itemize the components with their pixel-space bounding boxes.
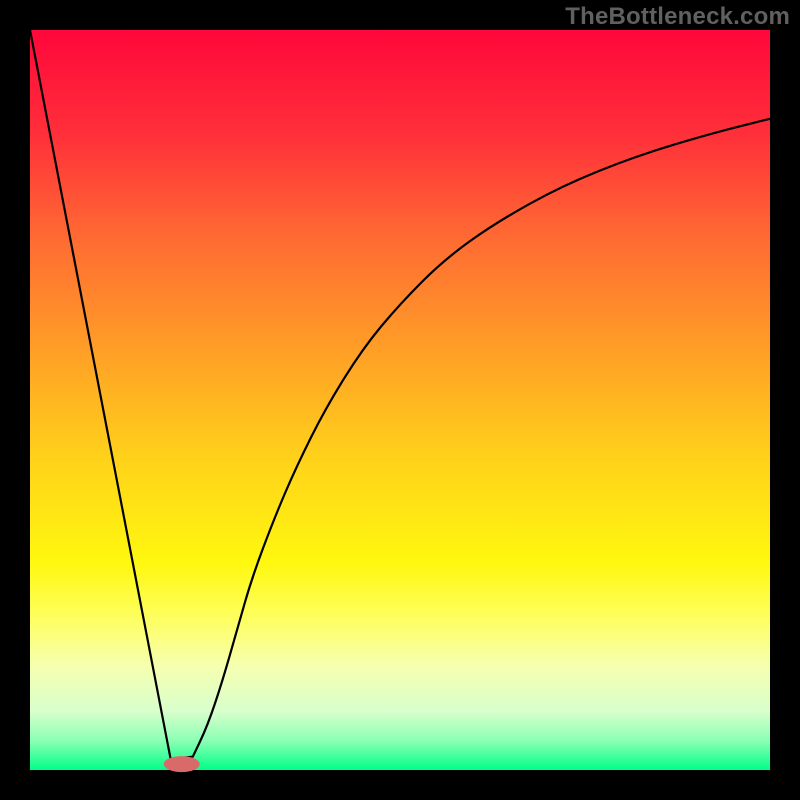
bottleneck-curve-chart bbox=[0, 0, 800, 800]
watermark-text: TheBottleneck.com bbox=[565, 3, 790, 31]
chart-frame: TheBottleneck.com bbox=[0, 0, 800, 800]
valley-marker bbox=[164, 756, 200, 772]
chart-gradient-bg bbox=[30, 30, 770, 770]
